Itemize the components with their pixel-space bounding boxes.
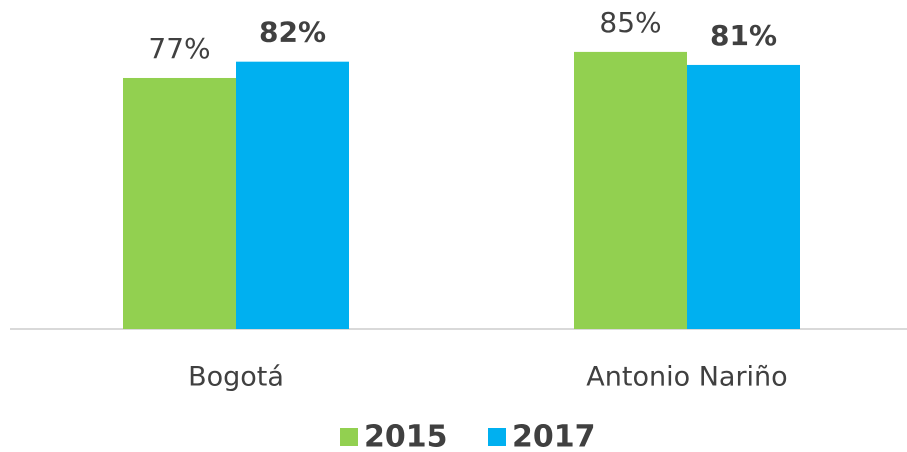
legend-swatch — [340, 428, 358, 446]
legend-label: 2015 — [364, 420, 448, 452]
data-label: 77% — [148, 32, 210, 65]
legend-label: 2017 — [512, 420, 596, 452]
bar — [123, 77, 236, 329]
data-label: 81% — [710, 19, 777, 52]
data-label: 82% — [259, 16, 326, 49]
bar — [236, 61, 349, 330]
bar — [687, 64, 800, 329]
legend-swatch — [488, 428, 506, 446]
x-tick-label: Antonio Nariño — [586, 362, 787, 393]
data-label: 85% — [599, 6, 661, 39]
bar — [574, 51, 687, 330]
x-tick-label: Bogotá — [188, 362, 284, 393]
